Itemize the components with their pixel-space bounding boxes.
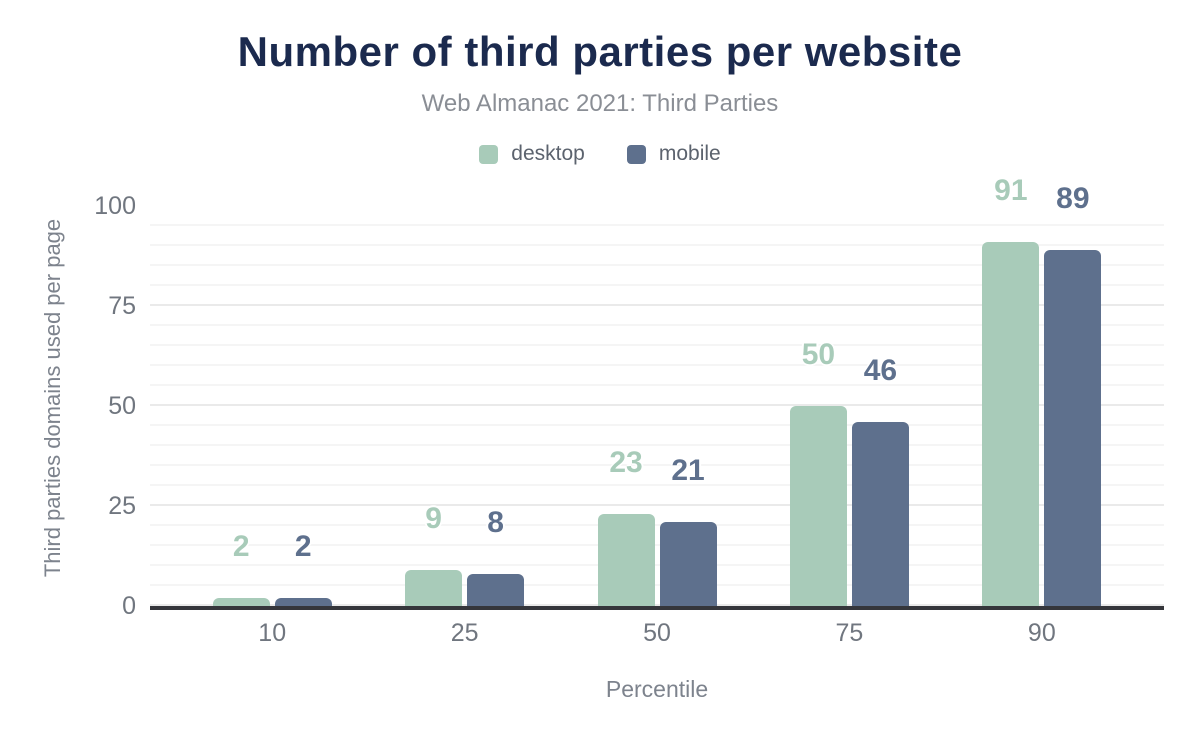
y-tick-label: 50 xyxy=(108,392,136,420)
desktop-bar-p25: 9 xyxy=(405,502,463,606)
legend-label-mobile: mobile xyxy=(658,142,721,165)
y-tick-label: 0 xyxy=(122,592,136,620)
desktop-value-label-p75: 50 xyxy=(801,338,836,371)
y-tick-label: 100 xyxy=(94,192,136,220)
desktop-bar-p50: 23 xyxy=(597,446,655,606)
chart-title: Number of third parties per website xyxy=(237,28,963,75)
chart-subtitle: Web Almanac 2021: Third Parties xyxy=(421,90,779,117)
plot-area: 2 2 9 8 23 21 50 46 91 89 xyxy=(150,174,1164,606)
legend-item-desktop: desktop xyxy=(479,142,585,166)
mobile-bar-p10: 2 xyxy=(274,530,332,606)
mobile-value-label-p90: 89 xyxy=(1056,182,1090,215)
desktop-bar-p10: 2 xyxy=(212,530,270,606)
mobile-value-label-p50: 21 xyxy=(671,454,705,487)
y-tick-label: 25 xyxy=(108,492,136,520)
x-axis-line xyxy=(150,606,1164,610)
x-axis-ticks: 10 25 50 75 90 xyxy=(150,618,1164,648)
x-tick-label-10: 10 xyxy=(258,619,287,647)
bar-group-p75: 50 46 xyxy=(753,206,945,606)
mobile-bar-p50: 21 xyxy=(659,454,717,606)
mobile-swatch-icon xyxy=(626,144,646,164)
desktop-value-label-p50: 23 xyxy=(609,446,643,479)
x-tick-label-75: 75 xyxy=(835,619,864,647)
desktop-value-label-p10: 2 xyxy=(232,530,250,563)
mobile-value-label-p75: 46 xyxy=(863,354,898,387)
mobile-value-label-p25: 8 xyxy=(487,506,504,539)
legend-label-desktop: desktop xyxy=(511,142,585,165)
mobile-bar-p25: 8 xyxy=(467,506,525,606)
legend-item-mobile: mobile xyxy=(626,142,721,166)
mobile-bar-p75: 46 xyxy=(851,354,909,606)
desktop-value-label-p25: 9 xyxy=(425,502,442,535)
desktop-swatch-icon xyxy=(479,144,499,164)
y-axis-ticks: 0 25 50 75 100 xyxy=(0,0,136,742)
bar-group-p90: 91 89 xyxy=(946,174,1138,606)
mobile-bar-p90: 89 xyxy=(1044,182,1102,606)
desktop-value-label-p90: 91 xyxy=(994,174,1028,207)
y-tick-label: 75 xyxy=(108,292,136,320)
legend: desktop mobile xyxy=(0,142,1200,166)
desktop-bar-p90: 91 xyxy=(982,174,1040,606)
bar-group-p50: 23 21 xyxy=(561,206,753,606)
x-tick-label-50: 50 xyxy=(643,619,671,647)
bars-row: 2 2 9 8 23 21 50 46 91 89 xyxy=(150,174,1164,606)
x-tick-label-90: 90 xyxy=(1027,619,1056,647)
x-tick-label-25: 25 xyxy=(450,619,479,647)
desktop-bar-p75: 50 xyxy=(789,338,847,606)
x-axis-title: Percentile xyxy=(605,676,709,702)
mobile-value-label-p10: 2 xyxy=(294,530,312,563)
